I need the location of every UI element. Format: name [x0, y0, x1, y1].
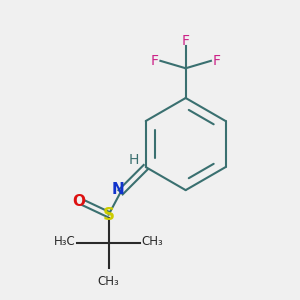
- Text: H: H: [129, 153, 139, 167]
- Text: O: O: [72, 194, 86, 209]
- Text: H₃C: H₃C: [54, 236, 76, 248]
- Text: N: N: [112, 182, 124, 197]
- Text: F: F: [212, 54, 220, 68]
- Text: CH₃: CH₃: [141, 236, 163, 248]
- Text: S: S: [103, 206, 115, 224]
- Text: CH₃: CH₃: [98, 274, 119, 288]
- Text: F: F: [151, 54, 159, 68]
- Text: F: F: [182, 34, 190, 48]
